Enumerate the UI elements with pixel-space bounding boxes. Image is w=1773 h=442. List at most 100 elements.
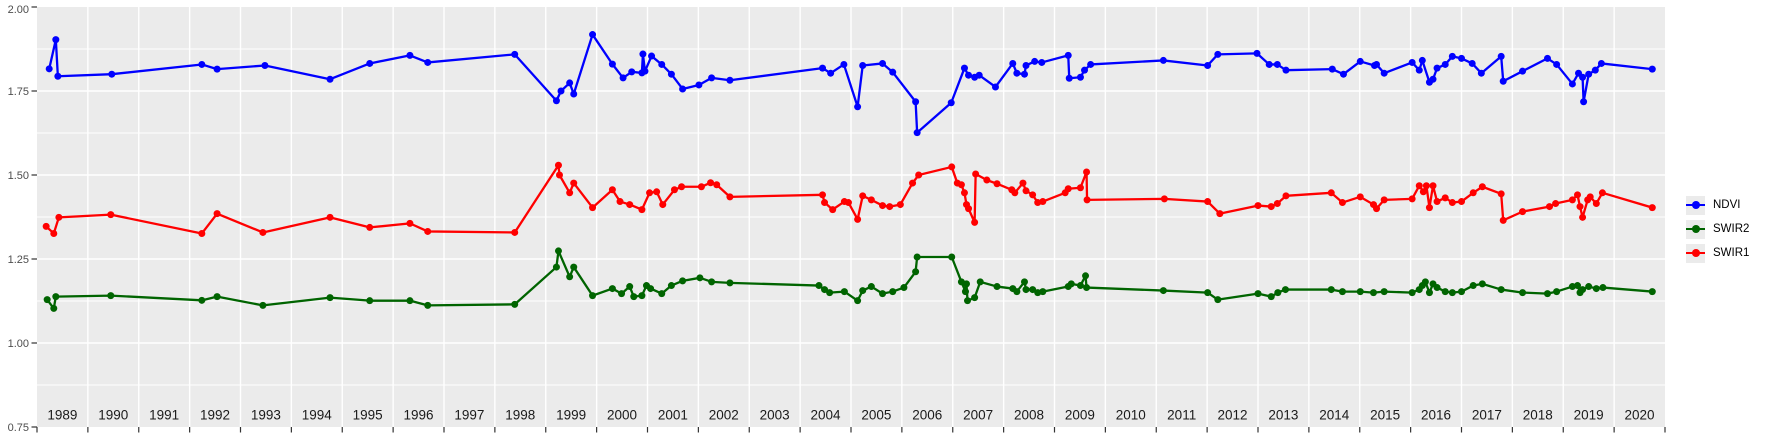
data-point-swir2 [1369,289,1377,297]
data-point-ndvi [1418,56,1426,64]
data-point-ndvi [1519,67,1527,75]
data-point-swir1 [566,189,574,197]
x-tick-label: 1996 [404,408,434,423]
x-tick-label: 1998 [505,408,535,423]
data-point-ndvi [1020,70,1028,78]
data-point-swir1 [697,183,705,191]
data-point-swir1 [1160,195,1168,203]
data-point-ndvi [1356,57,1364,65]
x-tick-label: 1997 [454,408,484,423]
data-point-swir1 [879,202,887,210]
data-point-swir2 [1469,282,1477,290]
data-point-swir2 [566,273,574,281]
data-point-ndvi [1339,70,1347,78]
data-point-ndvi [566,79,574,87]
data-point-swir1 [1011,189,1019,197]
data-point-swir2 [961,288,969,296]
data-point-swir2 [1553,288,1561,296]
data-point-swir1 [909,179,917,187]
data-point-swir2 [1267,293,1275,301]
data-point-swir2 [889,288,897,296]
data-point-ndvi [424,58,432,66]
data-point-swir1 [1429,182,1437,190]
data-point-ndvi [695,81,703,89]
data-point-swir1 [646,189,654,197]
data-point-swir2 [1214,296,1222,304]
data-point-swir1 [948,163,956,171]
legend-item-swir1: SWIR1 [1686,241,1749,265]
data-point-ndvi [213,65,221,73]
data-point-ndvi [1468,59,1476,67]
data-point-swir1 [511,228,519,236]
data-point-ndvi [1499,77,1507,85]
data-point-ndvi [1204,61,1212,69]
data-point-ndvi [641,67,649,75]
data-point-ndvi [326,75,334,83]
data-point-swir1 [1579,213,1587,221]
data-point-swir1 [1499,216,1507,224]
x-tick-label: 2003 [760,408,790,423]
data-point-swir2 [1519,289,1527,297]
data-point-swir1 [50,229,58,237]
data-point-swir2 [840,288,848,296]
data-point-ndvi [1038,58,1046,66]
data-point-swir1 [915,171,923,179]
data-point-swir2 [1039,288,1047,296]
data-point-ndvi [552,97,560,105]
data-point-swir2 [1458,288,1465,296]
data-point-swir1 [1415,182,1423,190]
data-point-ndvi [1214,50,1222,58]
data-point-swir1 [1408,195,1416,203]
data-point-swir2 [1579,286,1587,294]
data-point-ndvi [1497,52,1505,60]
data-point-swir2 [658,290,666,298]
data-point-swir1 [1469,189,1477,197]
data-point-swir1 [1083,196,1091,204]
data-point-swir2 [913,253,921,261]
data-point-ndvi [1597,59,1605,67]
data-point-swir2 [511,300,519,308]
data-point-swir1 [608,186,616,194]
data-point-swir2 [859,287,867,295]
data-point-swir1 [1204,198,1212,206]
data-point-ndvi [1580,98,1588,106]
data-point-swir1 [1216,210,1224,218]
data-point-ndvi [889,68,897,76]
data-point-swir2 [1573,282,1581,290]
data-point-ndvi [589,31,597,39]
data-point-swir1 [1083,168,1091,176]
data-point-ndvi [960,64,968,72]
data-point-swir1 [972,170,980,178]
data-point-swir1 [819,191,827,199]
data-point-ndvi [1022,61,1030,69]
data-point-swir2 [1356,288,1364,296]
data-point-swir1 [1448,199,1456,207]
data-point-ndvi [1064,51,1072,59]
data-point-swir2 [259,301,267,309]
data-point-ndvi [1543,54,1551,62]
data-point-swir2 [679,277,687,285]
data-point-swir1 [1568,196,1576,204]
data-point-ndvi [667,70,675,78]
y-tick-label: 2.00 [8,4,29,16]
y-tick-label: 1.25 [8,254,29,266]
data-point-swir1 [1064,185,1072,193]
x-tick-label: 1992 [200,408,230,423]
data-point-swir2 [1478,280,1486,288]
data-point-ndvi [1380,69,1388,77]
x-tick-label: 2005 [861,408,891,423]
data-point-ndvi [1282,66,1290,74]
data-point-ndvi [1579,73,1587,81]
data-point-ndvi [726,76,734,84]
data-point-ndvi [912,98,920,106]
data-point-ndvi [947,99,955,107]
data-point-swir1 [198,229,206,237]
data-point-swir1 [1497,190,1505,198]
data-point-swir2 [107,292,115,300]
data-point-ndvi [648,52,656,60]
data-point-ndvi [1081,66,1089,74]
data-point-swir2 [993,283,1001,291]
data-point-swir2 [1648,288,1656,296]
data-point-swir1 [829,206,837,214]
data-point-ndvi [1585,70,1593,78]
